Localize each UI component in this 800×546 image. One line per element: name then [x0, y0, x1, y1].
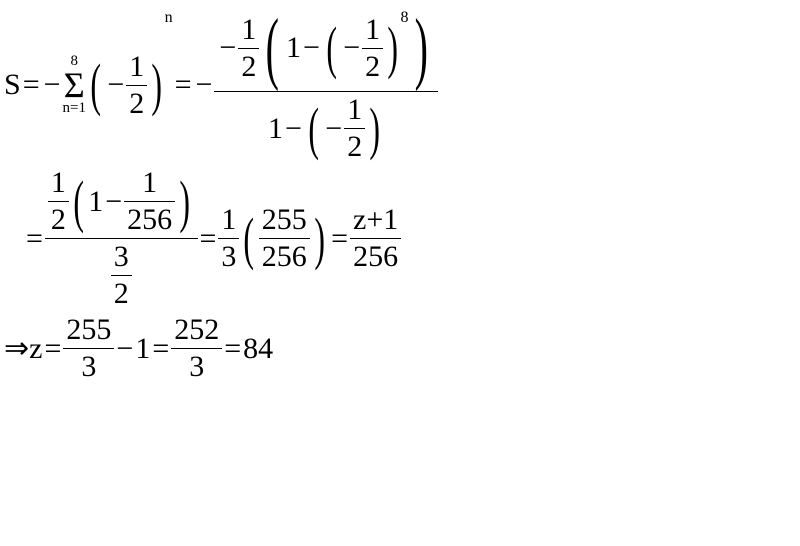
big-frac-den: 1 − − 1 2: [265, 95, 388, 162]
frac-1-2: 1 2: [126, 52, 147, 119]
frac-1-3: 1 3: [218, 205, 239, 272]
frac-1-256: 1 256: [124, 168, 175, 235]
equals: =: [222, 334, 243, 364]
equals: =: [173, 70, 194, 100]
frac-zp1-256: z+1 256: [350, 205, 401, 272]
denominator: 2: [126, 89, 147, 119]
big-fraction: − 1 2 1 − − 1 2: [214, 8, 438, 162]
paren-group: − 1 2: [86, 52, 167, 119]
minus: −: [114, 334, 135, 364]
equals: =: [329, 224, 350, 254]
z-plus-1: z+1: [350, 205, 401, 235]
equation-line-2: = 1 2 1 − 1 256: [24, 168, 796, 309]
paren-group: 1 − 1 256: [69, 168, 195, 235]
den: 3 2: [108, 242, 135, 309]
paren-group: 255 256: [239, 205, 329, 272]
equals: =: [24, 224, 45, 254]
minus: −: [105, 70, 126, 100]
var-z: z: [29, 334, 42, 364]
result-84: 84: [243, 334, 273, 364]
frac-252-3: 252 3: [171, 315, 222, 382]
equals: =: [42, 334, 63, 364]
sum-lower: n=1: [63, 101, 86, 116]
paren-group: 1 − − 1 2 8: [259, 8, 435, 88]
numerator: 1: [126, 52, 147, 82]
summation: 8 Σ n=1: [63, 54, 86, 116]
frac-255-3: 255 3: [63, 315, 114, 382]
big-fraction-2: 1 2 1 − 1 256 3: [45, 168, 198, 309]
equation-line-1: S = − 8 Σ n=1 − 1 2 n = − − 1 2: [4, 8, 796, 162]
exponent-n: n: [165, 10, 173, 26]
minus: −: [194, 70, 215, 100]
equals: =: [21, 70, 42, 100]
minus: −: [217, 33, 238, 63]
frac-3-2: 3 2: [111, 242, 132, 309]
frac-1-2: 1 2: [344, 95, 365, 162]
exponent-8: 8: [400, 10, 408, 26]
num: 1 2 1 − 1 256: [45, 168, 198, 235]
paren-group: − 1 2: [322, 15, 403, 82]
big-frac-num: − 1 2 1 − − 1 2: [214, 8, 438, 88]
equation-line-3: ⇒ z = 255 3 − 1 = 252 3 = 84: [4, 315, 796, 382]
paren-group: − 1 2: [304, 95, 385, 162]
sigma-symbol: Σ: [64, 69, 85, 101]
frac-1-2: 1 2: [362, 15, 383, 82]
one: 1: [135, 334, 150, 364]
implies-arrow: ⇒: [4, 334, 29, 364]
equals: =: [150, 334, 171, 364]
frac-1-2: 1 2: [48, 168, 69, 235]
frac-255-256: 255 256: [259, 205, 310, 272]
frac-1-2: 1 2: [238, 15, 259, 82]
math-page: S = − 8 Σ n=1 − 1 2 n = − − 1 2: [0, 0, 800, 396]
var-S: S: [4, 70, 21, 100]
equals: =: [198, 224, 219, 254]
minus: −: [42, 70, 63, 100]
